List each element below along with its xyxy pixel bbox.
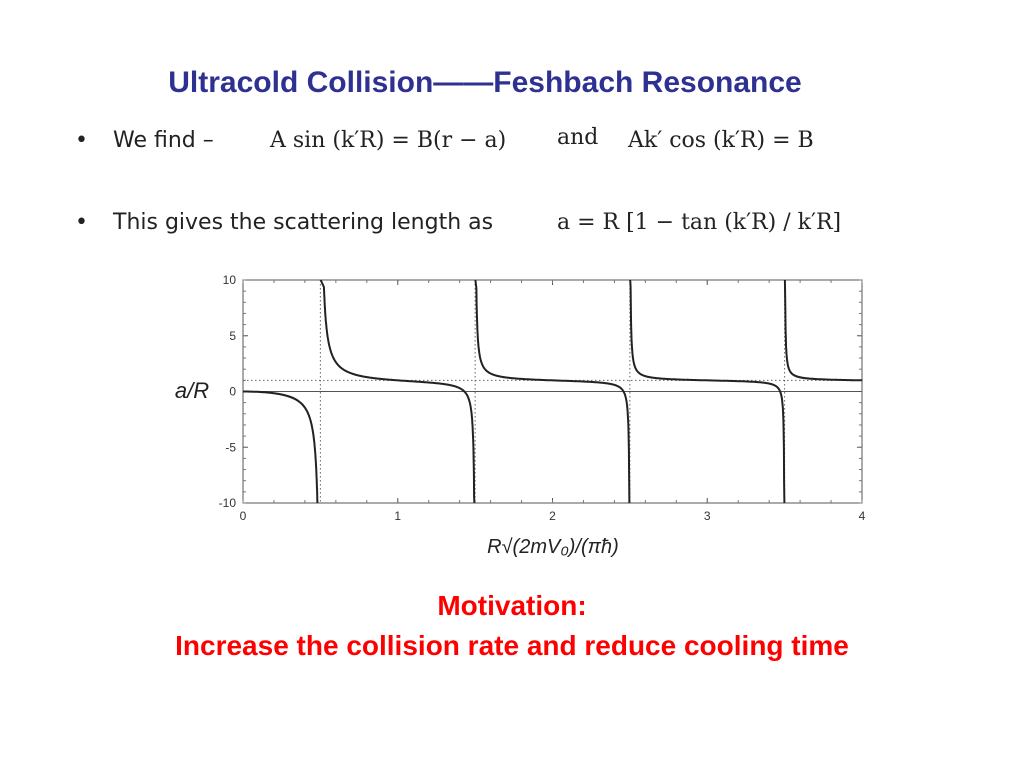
x-tick-label: 4 <box>859 509 866 523</box>
y-tick-label: 10 <box>223 273 237 287</box>
equation-1b: Ak′ cos (k′R) = B <box>628 128 814 153</box>
series-line-segment <box>319 279 476 504</box>
equation-1a: A sin (k′R) = B(r − a) <box>270 128 507 153</box>
bullet-1-text: We find – <box>113 128 214 153</box>
y-tick-label: -5 <box>225 440 236 454</box>
x-axis-label: R√(2mV₀)/(πħ) <box>487 536 619 558</box>
x-tick-label: 2 <box>549 509 556 523</box>
equation-2: a = R [1 − tan (k′R) / k′R] <box>557 210 842 235</box>
equation-joiner: and <box>557 125 599 150</box>
motivation-heading: Motivation: <box>437 590 587 621</box>
series-line-segment <box>474 279 631 504</box>
motivation-text: Increase the collision rate and reduce c… <box>175 630 849 661</box>
y-tick-label: 0 <box>229 385 236 399</box>
y-axis-label: a/R <box>175 378 209 403</box>
y-tick-label: 5 <box>229 329 236 343</box>
series-line-segment <box>783 279 863 382</box>
x-tick-label: 0 <box>240 509 247 523</box>
series-line-segment <box>629 279 786 504</box>
bullet-dot: • <box>75 210 88 235</box>
slide-title: Ultracold Collision——Feshbach Resonance <box>168 66 802 99</box>
bullet-2-text: This gives the scattering length as <box>113 210 494 235</box>
bullet-dot: • <box>75 128 88 153</box>
y-tick-label: -10 <box>219 496 237 510</box>
x-tick-label: 3 <box>704 509 711 523</box>
series-line-segment <box>243 390 319 504</box>
x-tick-label: 1 <box>394 509 401 523</box>
